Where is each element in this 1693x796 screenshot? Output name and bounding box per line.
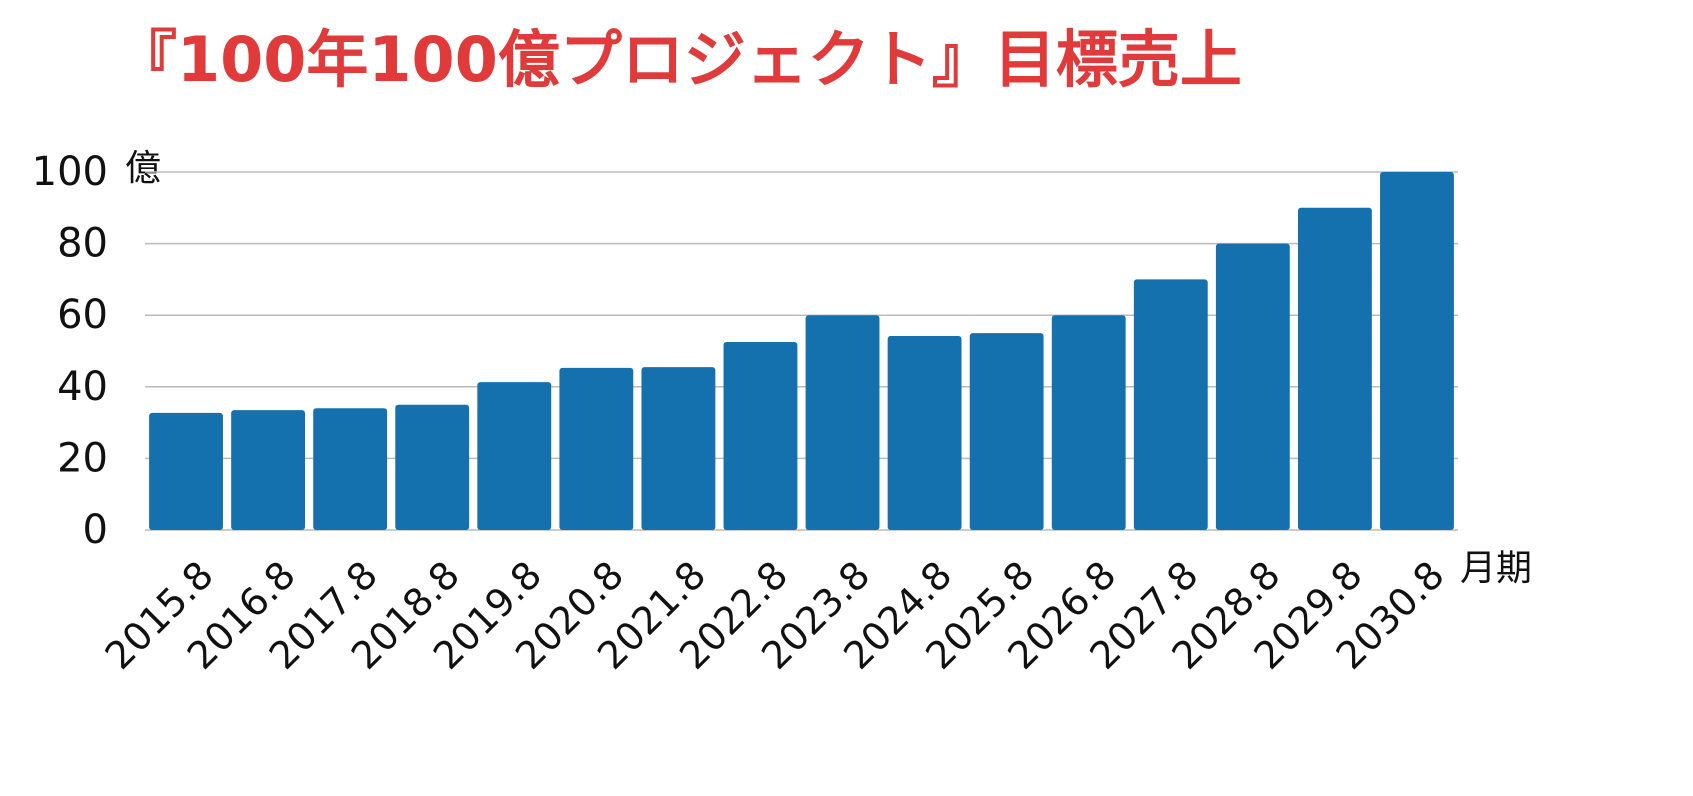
bar (149, 412, 223, 530)
bar (231, 410, 306, 530)
y-tick-label: 80 (57, 221, 108, 267)
y-tick-label: 40 (57, 364, 108, 410)
y-tick-label: 20 (57, 435, 108, 481)
bar (969, 333, 1044, 530)
y-tick-label: 0 (83, 507, 108, 553)
y-tick-label: 100 (32, 149, 108, 195)
y-tick-label: 60 (57, 292, 108, 338)
y-axis-unit: 億 (125, 148, 161, 189)
bar (477, 382, 552, 530)
chart-title: 『100年100億プロジェクト』目標売上 (115, 23, 1242, 96)
bar (559, 367, 634, 530)
bar (805, 315, 880, 530)
bar (887, 335, 962, 530)
bar (1380, 172, 1454, 530)
bar (1297, 207, 1372, 531)
bar (641, 367, 716, 530)
bar (313, 408, 388, 530)
bar (1051, 315, 1126, 530)
x-axis-unit: 月期 (1460, 548, 1532, 589)
bar (1133, 279, 1208, 530)
bar (723, 342, 798, 530)
bar (395, 404, 470, 530)
bar (1215, 243, 1290, 530)
